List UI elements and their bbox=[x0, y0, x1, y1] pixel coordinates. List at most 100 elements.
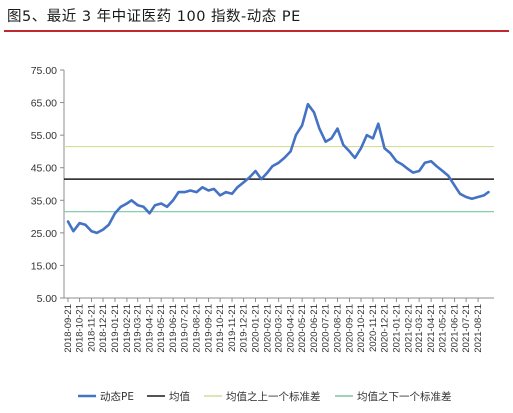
pe-data-point bbox=[418, 170, 421, 172]
y-tick-label: 55.00 bbox=[31, 130, 57, 142]
x-tick-label: 2021-03-21 bbox=[414, 304, 425, 353]
pe-data-point bbox=[189, 189, 192, 192]
y-tick-label: 15.00 bbox=[31, 260, 57, 272]
pe-data-point bbox=[360, 147, 362, 149]
x-tick-label: 2019-11-21 bbox=[227, 304, 238, 352]
pe-data-point bbox=[225, 191, 227, 193]
x-tick-label: 2019-07-21 bbox=[180, 304, 191, 353]
x-tick-label: 2021-05-21 bbox=[438, 304, 449, 353]
legend-pe-label: 动态PE bbox=[100, 390, 134, 403]
pe-data-point bbox=[166, 206, 168, 208]
pe-data-point bbox=[372, 137, 374, 140]
pe-data-point bbox=[271, 165, 274, 167]
pe-data-point bbox=[424, 162, 426, 164]
y-tick-label: 35.00 bbox=[31, 195, 57, 207]
pe-data-point bbox=[389, 152, 392, 154]
pe-data-point bbox=[120, 206, 122, 208]
pe-data-point bbox=[430, 160, 432, 162]
x-tick-label: 2020-01-21 bbox=[251, 304, 262, 353]
pe-data-point bbox=[295, 134, 297, 136]
pe-data-point bbox=[377, 122, 380, 125]
x-tick-label: 2018-12-21 bbox=[98, 304, 109, 353]
x-tick-label: 2019-05-21 bbox=[156, 304, 167, 353]
pe-data-point bbox=[260, 178, 263, 180]
pe-data-point bbox=[108, 223, 110, 226]
pe-series-line bbox=[66, 102, 490, 235]
pe-data-point bbox=[342, 144, 345, 146]
pe-data-point bbox=[160, 202, 162, 205]
x-tick-label: 2020-09-21 bbox=[344, 304, 355, 353]
pe-data-point bbox=[142, 206, 145, 208]
pe-data-point bbox=[114, 212, 116, 215]
pe-data-point bbox=[219, 194, 221, 197]
pe-data-point bbox=[407, 168, 410, 171]
x-tick-label: 2021-06-21 bbox=[450, 304, 461, 353]
pe-data-point bbox=[236, 186, 239, 189]
y-tick-label: 65.00 bbox=[31, 98, 57, 110]
x-tick-label: 2018-09-21 bbox=[63, 304, 74, 353]
pe-data-point bbox=[126, 202, 128, 205]
pe-data-point bbox=[277, 162, 280, 164]
x-tick-label: 2018-11-21 bbox=[86, 304, 97, 352]
x-tick-label: 2021-01-21 bbox=[391, 304, 402, 353]
x-tick-label: 2019-03-21 bbox=[133, 304, 144, 353]
pe-data-point bbox=[207, 189, 210, 192]
pe-data-point bbox=[254, 170, 257, 172]
x-tick-label: 2020-02-21 bbox=[262, 304, 273, 353]
pe-data-point bbox=[453, 184, 456, 187]
pe-data-point bbox=[301, 124, 303, 127]
pe-data-point bbox=[72, 230, 75, 232]
pe-data-point bbox=[172, 199, 174, 202]
pe-data-point bbox=[213, 188, 215, 190]
x-tick-label: 2019-06-21 bbox=[168, 304, 179, 353]
pe-data-point bbox=[354, 157, 356, 159]
x-tick-label: 2020-12-21 bbox=[380, 304, 391, 353]
legend-mean-label: 均值 bbox=[169, 390, 190, 403]
pe-data-point bbox=[102, 228, 104, 231]
pe-data-point bbox=[366, 134, 368, 136]
pe-data-point bbox=[289, 150, 292, 153]
figure-title: 图5、最近 3 年中证医药 100 指数-动态 PE bbox=[7, 9, 301, 25]
x-tick-label: 2020-11-21 bbox=[368, 304, 379, 352]
pe-data-point bbox=[383, 147, 386, 149]
pe-data-point bbox=[318, 127, 321, 130]
pe-data-point bbox=[67, 220, 69, 223]
x-tick-label: 2020-07-21 bbox=[321, 304, 332, 353]
pe-data-point bbox=[348, 150, 351, 153]
x-tick-label: 2019-09-21 bbox=[204, 304, 215, 353]
pe-data-point bbox=[465, 196, 467, 198]
x-tick-label: 2020-10-21 bbox=[356, 304, 367, 353]
pe-data-point bbox=[231, 193, 233, 195]
x-tick-label: 2020-03-21 bbox=[274, 304, 285, 353]
x-tick-label: 2020-05-21 bbox=[297, 304, 308, 353]
pe-data-point bbox=[477, 196, 479, 198]
pe-data-point bbox=[307, 103, 309, 105]
title-divider bbox=[4, 30, 509, 32]
pe-data-point bbox=[96, 232, 98, 234]
pe-data-point bbox=[78, 222, 81, 224]
pe-data-point bbox=[90, 230, 93, 232]
x-tick-label: 2020-08-21 bbox=[333, 304, 344, 353]
x-tick-label: 2020-06-21 bbox=[309, 304, 320, 353]
pe-data-point bbox=[266, 171, 269, 174]
pe-data-point bbox=[483, 194, 485, 197]
pe-data-point bbox=[136, 204, 139, 206]
x-tick-label: 2019-08-21 bbox=[192, 304, 203, 353]
pe-data-point bbox=[183, 191, 186, 193]
legend-upper-std-label: 均值之上一个标准差 bbox=[226, 390, 321, 403]
pe-data-point bbox=[412, 171, 414, 174]
x-tick-label: 2021-08-21 bbox=[473, 304, 484, 353]
x-tick-label: 2020-04-21 bbox=[286, 304, 297, 353]
y-tick-label: 25.00 bbox=[31, 228, 57, 240]
pe-data-point bbox=[471, 197, 473, 200]
pe-data-point bbox=[201, 186, 204, 189]
x-tick-label: 2021-07-21 bbox=[461, 304, 472, 353]
x-tick-label: 2018-10-21 bbox=[75, 304, 86, 353]
x-tick-label: 2019-12-21 bbox=[239, 304, 250, 353]
x-tick-label: 2019-04-21 bbox=[145, 304, 156, 353]
pe-data-point bbox=[313, 111, 315, 114]
pe-data-point bbox=[324, 140, 327, 143]
pe-data-point bbox=[84, 223, 87, 226]
pe-data-point bbox=[283, 157, 286, 159]
